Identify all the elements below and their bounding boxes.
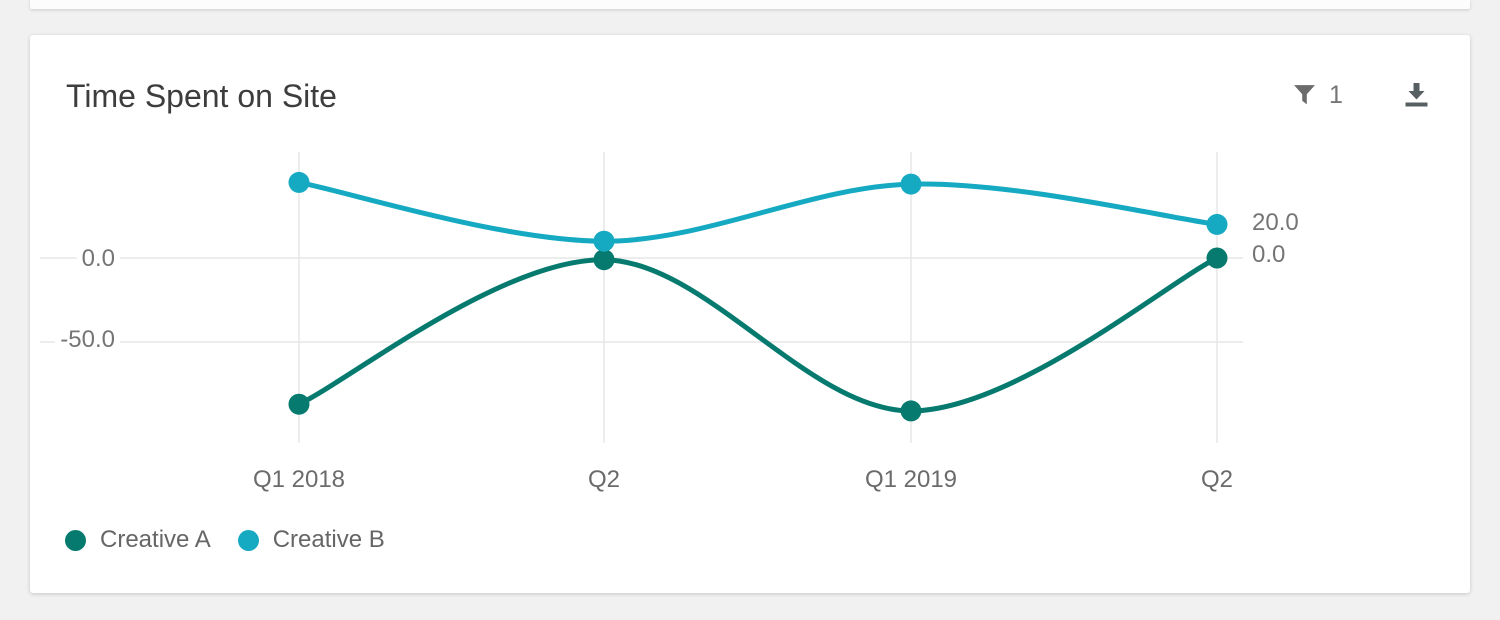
legend: Creative A Creative B — [65, 526, 385, 553]
data-point-creative-b-1[interactable] — [593, 230, 615, 252]
x-axis-label: Q2 — [1200, 466, 1233, 493]
data-point-creative-a-2[interactable] — [900, 400, 922, 422]
x-axis-label: Q1 2018 — [252, 466, 346, 493]
series-line-creative-b — [296, 179, 1220, 244]
legend-item-creative-b[interactable]: Creative B — [237, 526, 385, 553]
x-axis-label: Q1 2019 — [864, 466, 958, 493]
data-point-creative-a-0[interactable] — [288, 393, 310, 415]
filter-funnel-icon — [1294, 84, 1315, 104]
download-button[interactable] — [1404, 82, 1429, 108]
data-point-creative-a-3[interactable] — [1206, 247, 1228, 269]
x-axis-label: Q2 — [587, 466, 620, 493]
y-axis-tick-label: -50.0 — [30, 325, 120, 355]
legend-label-creative-b: Creative B — [272, 526, 385, 553]
filter-button[interactable]: 1 — [1292, 82, 1343, 108]
data-point-creative-b-3[interactable] — [1206, 213, 1228, 235]
chart-card: Time Spent on Site 1 0.0 -50.0 Q1 2018 Q… — [30, 35, 1470, 593]
series-line-creative-a — [296, 255, 1220, 414]
series-end-value-label-creative-b: 20.0 — [1252, 209, 1299, 236]
data-point-creative-b-0[interactable] — [288, 171, 310, 193]
filter-count: 1 — [1329, 81, 1343, 109]
y-axis-tick-label: 0.0 — [30, 244, 120, 274]
data-point-creative-b-2[interactable] — [900, 173, 922, 195]
download-icon — [1405, 83, 1428, 107]
chart-title: Time Spent on Site — [66, 78, 337, 114]
series-end-value-label-creative-a: 0.0 — [1252, 241, 1286, 268]
legend-label-creative-a: Creative A — [100, 526, 211, 553]
legend-swatch-creative-b-icon — [237, 529, 259, 551]
legend-swatch-creative-a-icon — [65, 529, 86, 551]
adjacent-card-bottom-edge — [30, 0, 1470, 9]
data-point-creative-a-1[interactable] — [593, 249, 615, 271]
legend-item-creative-a[interactable]: Creative A — [65, 528, 211, 552]
chart-svg — [40, 152, 1243, 443]
